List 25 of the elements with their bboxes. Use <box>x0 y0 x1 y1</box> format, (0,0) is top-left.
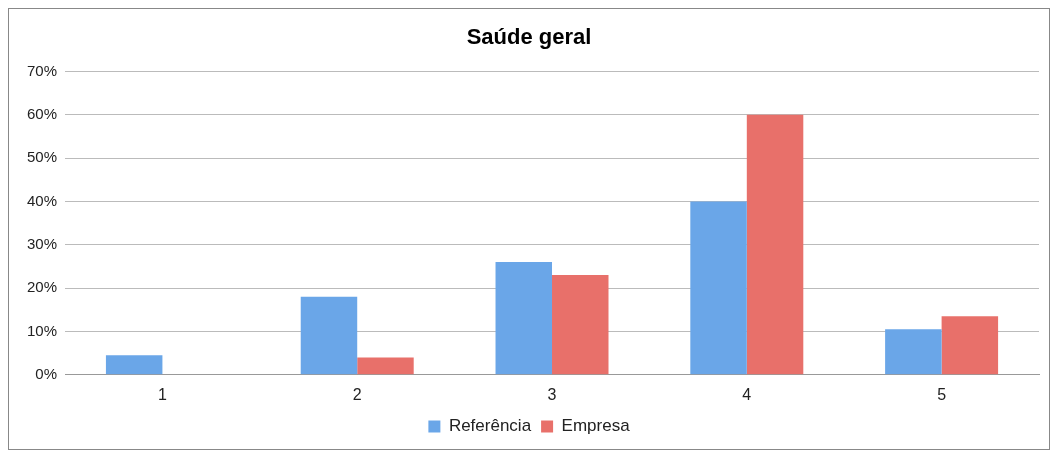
bar <box>690 201 747 375</box>
legend-label: Empresa <box>561 416 631 436</box>
legend-label: Referência <box>448 416 532 436</box>
y-tick-label: 50% <box>26 148 58 166</box>
x-tick-label: 3 <box>547 385 557 403</box>
bar <box>885 329 942 375</box>
x-tick-label: 5 <box>937 385 947 403</box>
y-tick-label: 20% <box>26 278 58 296</box>
y-tick-label: 40% <box>26 191 58 209</box>
bar <box>746 114 804 375</box>
chart-title: Saúde geral <box>466 24 592 50</box>
y-tick-label: 70% <box>26 61 58 79</box>
bar <box>300 296 358 375</box>
x-tick-label: 2 <box>352 385 362 403</box>
bar <box>495 262 553 375</box>
y-tick-label: 10% <box>26 321 58 339</box>
bar <box>552 275 609 375</box>
y-tick-label: 60% <box>26 104 58 122</box>
y-tick-label: 30% <box>26 234 58 252</box>
y-tick-label: 0% <box>35 364 58 382</box>
x-tick-label: 4 <box>742 385 752 403</box>
bar <box>941 316 999 375</box>
bar <box>105 355 163 375</box>
bar <box>357 357 414 375</box>
x-tick-label: 1 <box>157 385 167 403</box>
